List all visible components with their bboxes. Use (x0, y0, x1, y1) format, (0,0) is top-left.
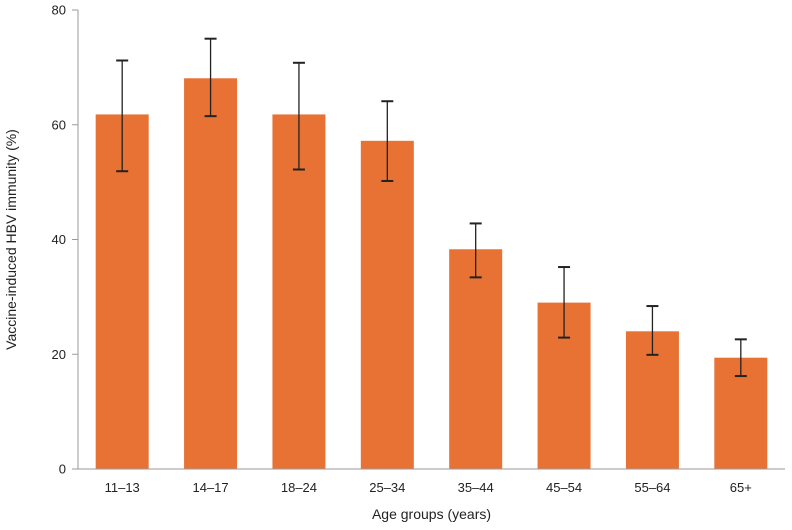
y-tick-label-4: 80 (52, 3, 66, 18)
x-tick-label-1: 14–17 (192, 480, 228, 495)
bar-3 (360, 140, 414, 469)
bar-2 (272, 114, 326, 470)
x-ticks-layer: 11–13 14–17 18–24 25–34 35–44 45–54 55–64 65+ (105, 480, 752, 495)
error-bars-layer (116, 37, 747, 378)
y-axis-title: Vaccine-induced HBV immunity (%) (3, 129, 19, 350)
bar-0 (95, 114, 149, 470)
y-tick-label-2: 40 (52, 232, 66, 247)
y-tick-label-0: 0 (59, 462, 66, 477)
bars-layer (95, 78, 768, 470)
error-bar-5 (558, 266, 571, 339)
x-tick-label-2: 18–24 (281, 480, 317, 495)
bar-1 (184, 78, 238, 470)
y-ticks-layer: 0 20 40 60 80 (52, 3, 78, 477)
x-tick-label-7: 65+ (730, 480, 752, 495)
x-axis-title: Age groups (years) (372, 506, 491, 522)
error-bar-6 (646, 305, 659, 356)
axes-layer (77, 10, 785, 470)
error-bar-1 (204, 37, 217, 118)
x-tick-label-0: 11–13 (105, 480, 140, 495)
y-tick-label-1: 20 (52, 347, 66, 362)
error-bar-4 (469, 222, 482, 279)
x-tick-label-5: 45–54 (546, 480, 582, 495)
error-bar-3 (381, 100, 394, 182)
y-tick-label-3: 60 (52, 117, 66, 132)
bar-4 (449, 249, 503, 469)
error-bar-0 (116, 59, 129, 173)
x-tick-label-3: 25–34 (369, 480, 405, 495)
x-tick-label-6: 55–64 (634, 480, 670, 495)
x-tick-label-4: 35–44 (458, 480, 494, 495)
error-bar-2 (292, 61, 305, 171)
error-bar-7 (734, 338, 747, 378)
